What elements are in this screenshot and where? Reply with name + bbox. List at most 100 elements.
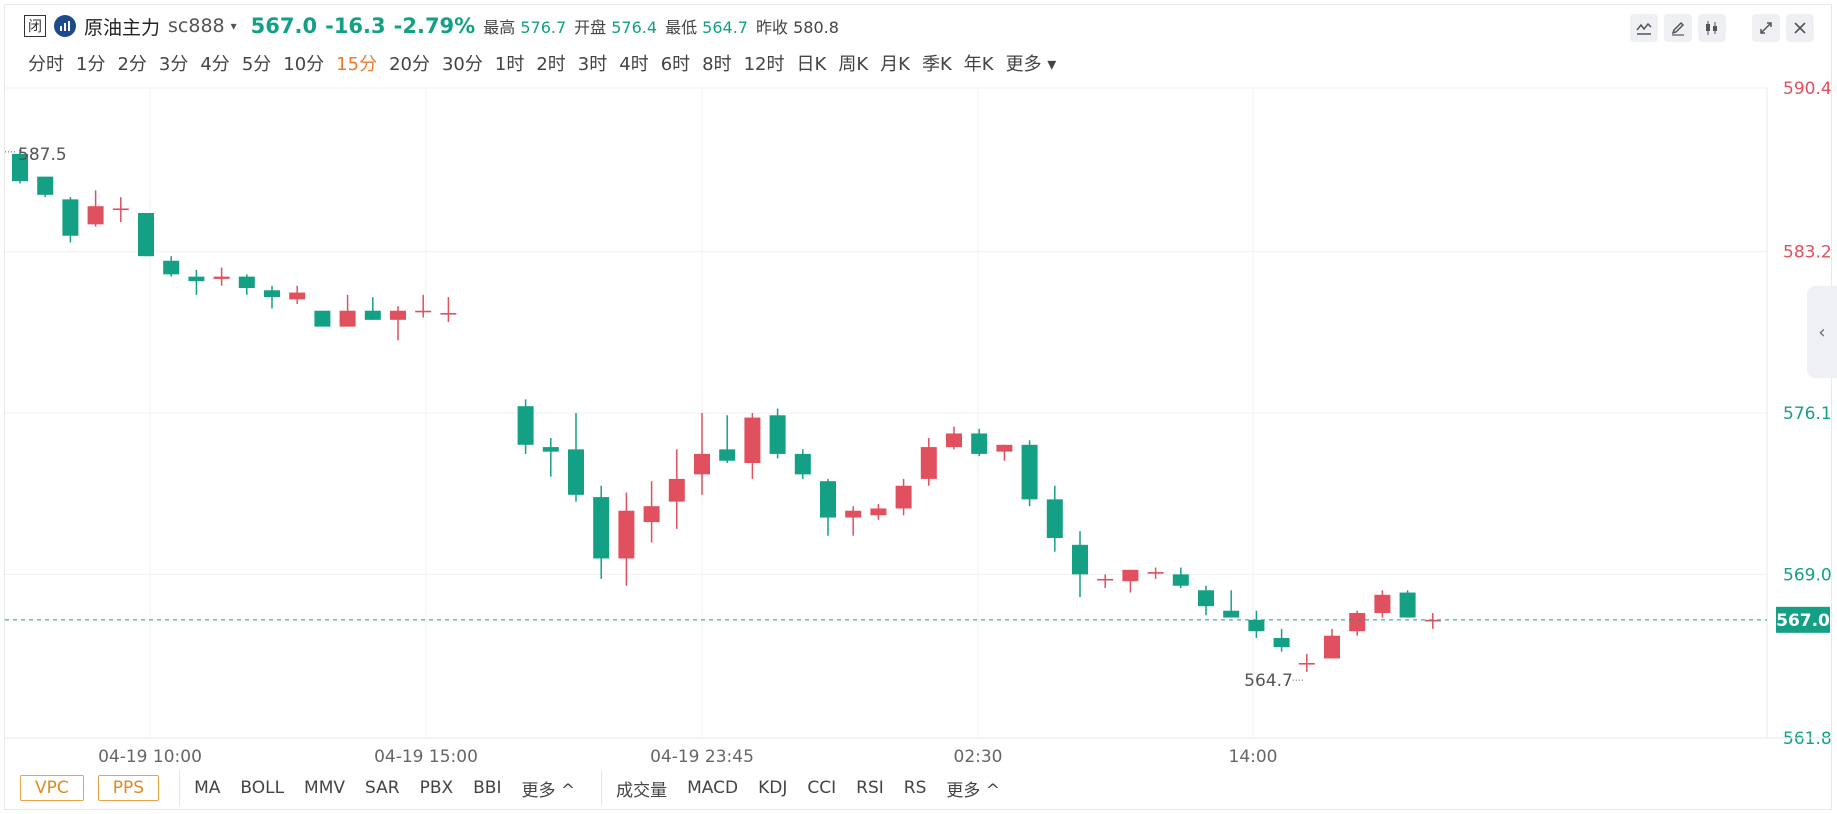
candle-body[interactable] [62, 199, 79, 236]
candle-body[interactable] [37, 176, 54, 195]
candle-body[interactable] [870, 508, 887, 516]
indicator-line-icon[interactable] [1630, 14, 1658, 42]
candlestick-chart[interactable]: 590.4 583.2 576.1 569.0 561.8 04-19 10:00 04-1… [0, 0, 1837, 770]
period-tab[interactable]: 20分 [389, 54, 430, 75]
period-tab[interactable]: 2分 [117, 54, 147, 75]
candle-body[interactable] [744, 417, 761, 463]
candle-body[interactable] [643, 506, 660, 523]
candle-body[interactable] [289, 292, 306, 300]
sub-indicator[interactable]: RS [903, 778, 927, 798]
period-tab[interactable]: 4分 [200, 54, 230, 75]
sub-indicator[interactable]: 成交量 [616, 780, 668, 801]
period-tab[interactable]: 4时 [619, 54, 649, 75]
period-tab[interactable]: 2时 [536, 54, 566, 75]
instrument-code[interactable]: sc888 [168, 15, 225, 37]
candle-body[interactable] [971, 433, 988, 454]
period-tab[interactable]: 季K [921, 54, 952, 75]
period-tab[interactable]: 1分 [76, 54, 106, 75]
main-indicator[interactable]: BBI [473, 778, 502, 798]
candle-body[interactable] [719, 449, 736, 461]
period-tab[interactable]: 5分 [241, 54, 272, 75]
period-tab[interactable]: 更多 ▾ [1005, 54, 1057, 75]
sub-indicator[interactable]: KDJ [758, 778, 788, 798]
candle-body[interactable] [1198, 590, 1214, 607]
main-indicator[interactable]: 更多 ^ [521, 780, 576, 801]
main-indicator[interactable]: SAR [365, 778, 400, 798]
candle-body[interactable] [1424, 619, 1441, 622]
side-panel-toggle[interactable]: ‹ [1807, 286, 1837, 378]
candle-body[interactable] [138, 213, 154, 257]
chevron-left-icon[interactable]: ‹ [1818, 321, 1826, 343]
period-tab[interactable]: 分时 [28, 54, 64, 75]
main-indicator[interactable]: BOLL [240, 778, 285, 798]
candle-body[interactable] [12, 153, 28, 182]
period-tab[interactable]: 8时 [702, 54, 732, 75]
candle-body[interactable] [1248, 619, 1265, 632]
candle-body[interactable] [1072, 544, 1088, 575]
candle-body[interactable] [440, 313, 457, 315]
candle-body[interactable] [87, 206, 104, 225]
candle-body[interactable] [542, 447, 559, 452]
period-tab[interactable]: 12时 [743, 54, 785, 75]
sub-indicator[interactable]: 更多 ^ [946, 780, 1001, 801]
candle-body[interactable] [238, 276, 255, 288]
candle-body[interactable] [1122, 569, 1139, 582]
candle-body[interactable] [794, 453, 811, 475]
period-tab[interactable]: 周K [838, 54, 869, 75]
period-tab[interactable]: 3时 [577, 54, 608, 75]
candle-body[interactable] [769, 415, 786, 454]
period-tab[interactable]: 1时 [494, 54, 525, 75]
candle-body[interactable] [1324, 635, 1340, 659]
candle-body[interactable] [339, 310, 356, 327]
candle-body[interactable] [1147, 572, 1164, 574]
main-indicator[interactable]: PBX [419, 778, 454, 798]
main-indicator[interactable]: MA [194, 778, 221, 798]
period-tab[interactable]: 年K [963, 54, 994, 75]
candle-body[interactable] [1399, 592, 1416, 618]
candle-body[interactable] [1097, 578, 1114, 581]
main-indicator[interactable]: MMV [304, 778, 346, 798]
candle-body[interactable] [694, 453, 710, 475]
candle-body[interactable] [390, 310, 406, 320]
candle-type-icon[interactable] [1698, 14, 1726, 42]
sub-indicator[interactable]: MACD [687, 778, 739, 798]
candle-body[interactable] [1374, 594, 1391, 613]
candle-body[interactable] [920, 447, 937, 479]
candle-body[interactable] [618, 510, 635, 559]
candle-body[interactable] [1298, 663, 1315, 665]
candle-body[interactable] [820, 481, 836, 518]
candle-body[interactable] [593, 497, 610, 559]
candle-body[interactable] [1349, 613, 1366, 632]
candle-body[interactable] [517, 406, 534, 445]
close-icon[interactable] [1786, 14, 1814, 42]
candle-body[interactable] [364, 310, 381, 320]
draw-pen-icon[interactable] [1664, 14, 1692, 42]
overlay-pill-vpc[interactable]: VPC [20, 775, 84, 801]
candle-body[interactable] [568, 449, 584, 495]
candle-body[interactable] [1046, 499, 1063, 538]
candle-body[interactable] [1021, 444, 1038, 500]
shrink-icon[interactable] [1752, 14, 1780, 42]
candle-body[interactable] [163, 260, 180, 275]
candle-body[interactable] [112, 208, 129, 211]
period-tab[interactable]: 30分 [441, 54, 483, 75]
candle-body[interactable] [1223, 610, 1240, 618]
candle-body[interactable] [1172, 574, 1189, 586]
candle-body[interactable] [314, 310, 331, 327]
candle-body[interactable] [213, 276, 230, 279]
period-tab[interactable]: 3分 [158, 54, 189, 75]
sub-indicator[interactable]: RSI [856, 778, 884, 798]
candle-body[interactable] [668, 478, 685, 502]
period-tab[interactable]: 月K [880, 54, 910, 75]
candle-body[interactable] [946, 433, 962, 448]
overlay-pill-pps[interactable]: PPS [97, 775, 160, 801]
period-tab[interactable]: 6时 [660, 54, 691, 75]
candle-body[interactable] [1273, 638, 1290, 648]
period-tab[interactable]: 10分 [283, 54, 325, 75]
period-tab[interactable]: 日K [796, 54, 827, 75]
candle-body[interactable] [845, 510, 862, 518]
sub-indicator[interactable]: CCI [807, 778, 837, 798]
candle-body[interactable] [895, 485, 912, 509]
chevron-down-icon[interactable]: ▾ [230, 19, 237, 33]
period-tab[interactable]: 15分 [336, 54, 378, 75]
